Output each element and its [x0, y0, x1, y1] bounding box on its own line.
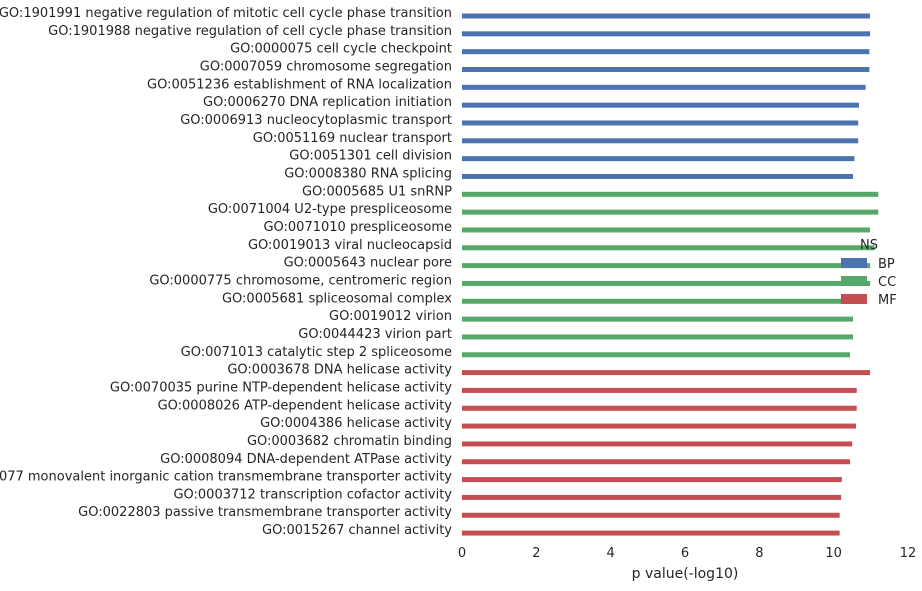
bar [462, 120, 859, 126]
category-label: GO:0015077 monovalent inorganic cation t… [0, 470, 452, 485]
category-label: GO:0071010 prespliceosome [263, 220, 452, 235]
bar [462, 245, 875, 251]
legend-label: MF [878, 293, 897, 308]
category-label: GO:0005685 U1 snRNP [302, 184, 452, 199]
bar [462, 156, 855, 162]
bar [462, 387, 857, 393]
bar [462, 334, 853, 340]
legend-label: BP [878, 257, 895, 272]
bar [462, 173, 853, 179]
legend-swatch [841, 258, 867, 268]
category-label: GO:0070035 purine NTP-dependent helicase… [110, 380, 452, 395]
bar [462, 477, 842, 483]
category-label: GO:0003712 transcription cofactor activi… [173, 487, 452, 502]
category-label: GO:0006913 nucleocytoplasmic transport [180, 113, 452, 128]
category-label: GO:0071013 catalytic step 2 spliceosome [181, 345, 452, 360]
x-tick-label: 12 [900, 546, 917, 561]
category-label: GO:0051301 cell division [289, 149, 452, 164]
x-tick-label: 4 [607, 546, 615, 561]
category-label: GO:0006270 DNA replication initiation [203, 95, 452, 110]
bar [462, 405, 857, 411]
category-label: GO:0005643 nuclear pore [284, 256, 452, 271]
bars-layer [462, 13, 879, 536]
category-label: GO:0019013 viral nucleocapsid [248, 238, 452, 253]
bar [462, 441, 853, 447]
bar [462, 66, 870, 72]
bar [462, 263, 871, 269]
bar [462, 512, 840, 518]
category-label: GO:0022803 passive transmembrane transpo… [78, 505, 452, 520]
category-label: GO:0004386 helicase activity [260, 416, 452, 431]
bar [462, 370, 871, 376]
bar [462, 316, 853, 322]
category-label: GO:0071004 U2-type prespliceosome [208, 202, 452, 217]
category-label: GO:0000075 cell cycle checkpoint [230, 42, 452, 57]
category-labels: GO:1901991 negative regulation of mitoti… [0, 6, 452, 538]
x-tick-label: 2 [532, 546, 540, 561]
bar [462, 84, 866, 90]
bar [462, 227, 871, 233]
category-label: GO:0003678 DNA helicase activity [227, 363, 452, 378]
x-tick-label: 6 [681, 546, 689, 561]
x-axis-label: p value(-log10) [632, 566, 739, 582]
bar [462, 459, 851, 465]
x-tick-label: 8 [755, 546, 763, 561]
legend-swatch [841, 294, 867, 304]
category-label: GO:0000775 chromosome, centromeric regio… [149, 273, 452, 288]
category-label: GO:0007059 chromosome segregation [200, 59, 452, 74]
category-label: GO:0051236 establishment of RNA localiza… [147, 77, 452, 92]
x-tick-label: 0 [458, 546, 466, 561]
bar [462, 209, 879, 215]
x-axis-ticks: 0 2 4 6 8 10 12 [458, 546, 916, 561]
category-label: GO:0015267 channel activity [262, 523, 452, 538]
category-label: GO:0019012 virion [329, 309, 452, 324]
category-label: GO:0008094 DNA-dependent ATPase activity [160, 452, 452, 467]
bar [462, 49, 870, 55]
bar [462, 191, 879, 197]
bar [462, 494, 842, 500]
bar [462, 102, 859, 108]
bar [462, 298, 860, 304]
category-label: GO:0044423 virion part [298, 327, 452, 342]
category-label: GO:0005681 spliceosomal complex [222, 291, 452, 306]
bar [462, 423, 856, 429]
bar [462, 13, 871, 19]
bar [462, 138, 859, 144]
legend-title: NS [860, 238, 878, 253]
legend-label: CC [878, 275, 896, 290]
category-label: GO:1901988 negative regulation of cell c… [48, 24, 452, 39]
bar [462, 280, 871, 286]
legend-swatch [841, 276, 867, 286]
bar [462, 31, 871, 37]
category-label: GO:0003682 chromatin binding [247, 434, 452, 449]
category-label: GO:1901991 negative regulation of mitoti… [0, 6, 452, 21]
category-label: GO:0008026 ATP-dependent helicase activi… [158, 398, 453, 413]
category-label: GO:0051169 nuclear transport [253, 131, 452, 146]
x-tick-label: 10 [825, 546, 842, 561]
category-label: GO:0008380 RNA splicing [284, 166, 452, 181]
legend: NS BP CC MF [841, 238, 897, 308]
bar [462, 352, 851, 358]
bar [462, 530, 840, 536]
